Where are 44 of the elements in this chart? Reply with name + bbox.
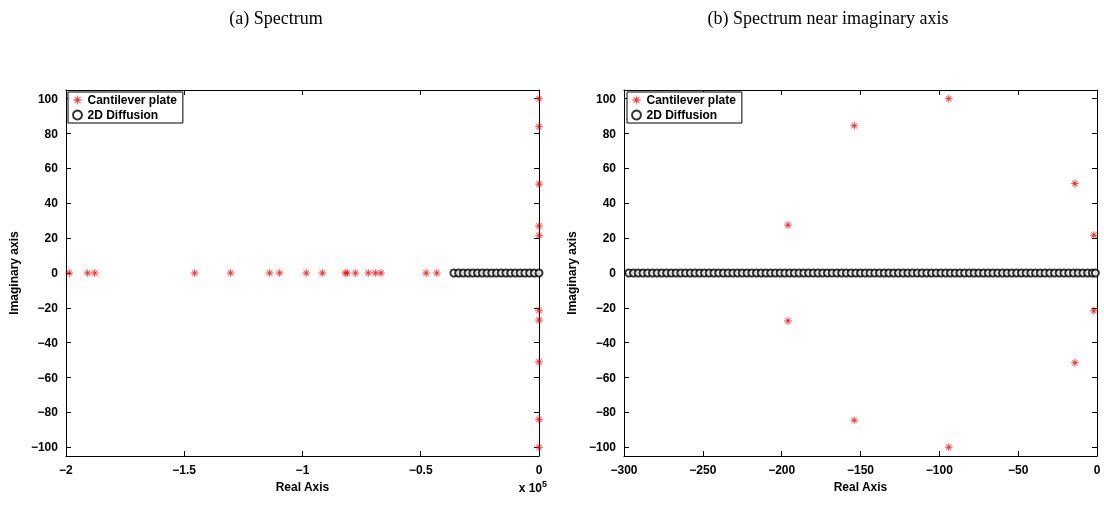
legend-label: 2D Diffusion (87, 108, 159, 122)
x-tick-label: −150 (846, 463, 875, 477)
x-tick-label: −1.5 (172, 463, 197, 477)
y-tick-label: −40 (37, 335, 59, 350)
y-tick-label: 40 (44, 196, 59, 211)
y-tick-label: 0 (609, 266, 617, 280)
x-tick-label: −2 (59, 463, 74, 477)
chart-title: (a) Spectrum (229, 8, 323, 29)
y-tick-label: 100 (37, 91, 59, 106)
y-tick-label: 40 (602, 196, 617, 211)
y-tick-label: −100 (30, 440, 59, 455)
x-axis-title: Real Axis (275, 479, 330, 494)
x-tick-label: 0 (535, 463, 543, 477)
x-tick-label: −250 (689, 463, 717, 477)
y-tick-label: 20 (44, 231, 59, 246)
y-tick-label: 60 (44, 161, 59, 176)
x-tick-label: −0.5 (408, 463, 433, 477)
y-tick-label: −100 (588, 440, 617, 455)
x-tick-label: −300 (610, 463, 638, 477)
y-tick-label: 60 (602, 161, 617, 176)
y-axis-title: Imaginary axis (565, 230, 580, 315)
x-tick-label: −50 (1007, 463, 1029, 477)
y-tick-label: 0 (51, 266, 59, 280)
y-tick-label: −60 (37, 370, 59, 385)
y-tick-label: 100 (595, 91, 617, 106)
y-tick-label: −80 (37, 405, 59, 420)
x-tick-label: −100 (925, 463, 954, 477)
y-tick-label: −20 (595, 300, 617, 315)
legend-label: Cantilever plate (87, 93, 178, 107)
legend-label: Cantilever plate (646, 93, 737, 107)
y-tick-label: −20 (37, 300, 59, 315)
legend-label: 2D Diffusion (646, 108, 718, 122)
x-tick-label: 0 (1093, 463, 1101, 477)
y-tick-label: −80 (595, 405, 617, 420)
y-tick-label: −60 (595, 370, 617, 385)
y-tick-label: 20 (602, 231, 617, 246)
y-tick-label: 80 (44, 126, 59, 141)
x-tick-label: −200 (768, 463, 796, 477)
chart-title: (b) Spectrum near imaginary axis (707, 8, 949, 29)
x-tick-label: −1 (295, 463, 310, 477)
x-axis-title: Real Axis (833, 479, 888, 494)
y-tick-label: 80 (602, 126, 617, 141)
y-axis-title: Imaginary axis (7, 230, 21, 315)
y-tick-label: −40 (595, 335, 617, 350)
